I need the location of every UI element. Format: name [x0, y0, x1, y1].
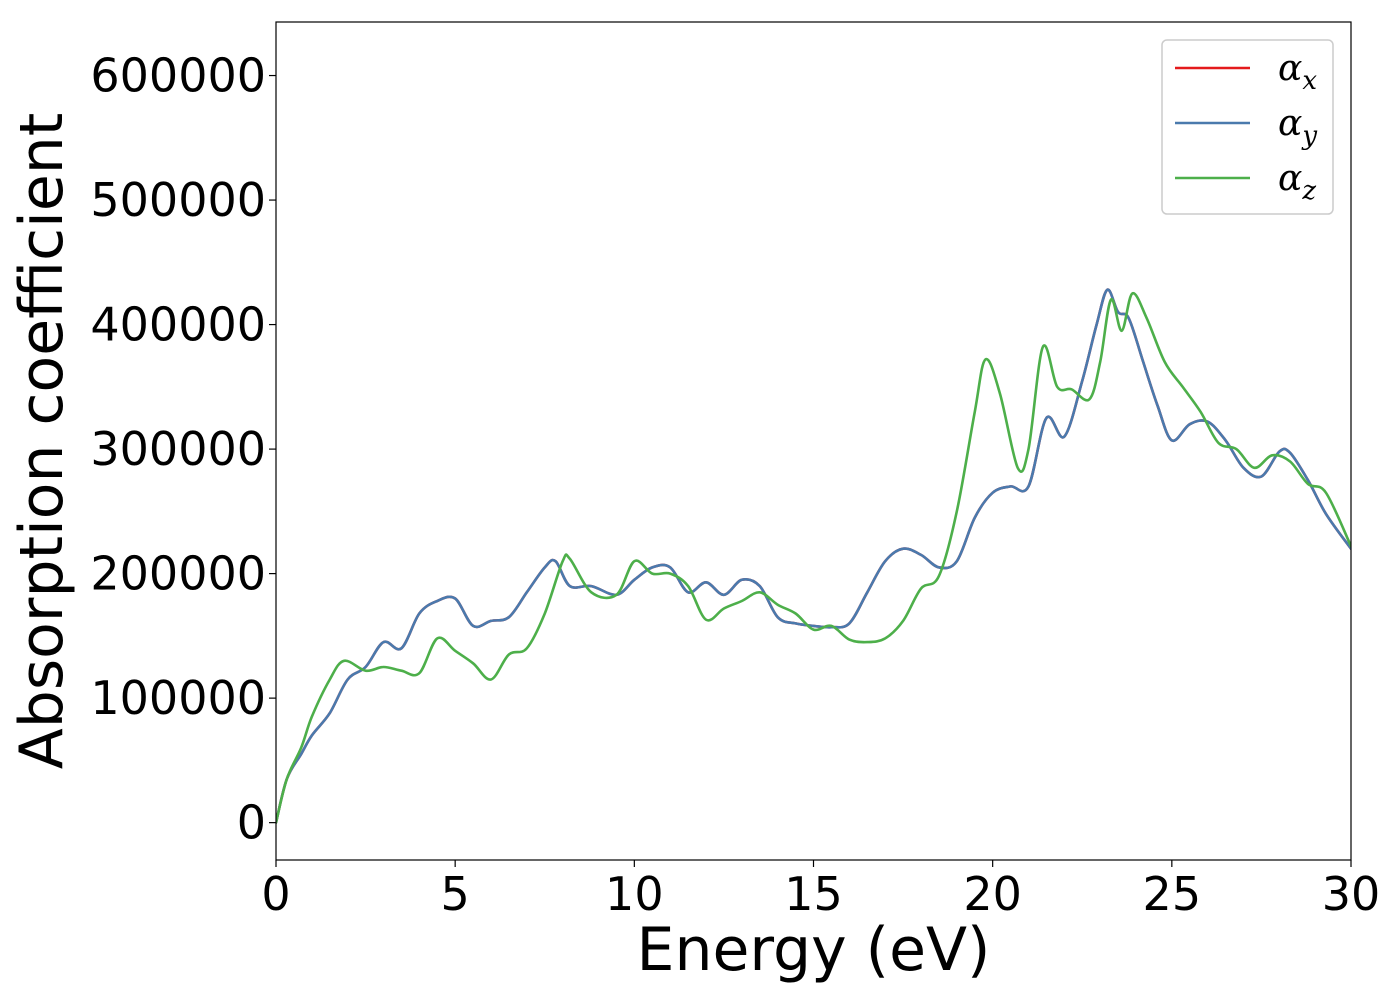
y-axis: 0 100000 200000 300000 400000 500000 600000 — [90, 49, 276, 850]
y-tick-label: 200000 — [90, 547, 266, 601]
series-line-alpha-z — [276, 292, 1351, 824]
y-tick-label: 400000 — [90, 298, 266, 352]
x-tick-label: 0 — [261, 867, 290, 921]
y-tick-label: 500000 — [90, 173, 266, 227]
y-axis-label: Absorption coefficient — [7, 113, 77, 770]
series-line-alpha-x — [276, 288, 1351, 824]
series-layer — [276, 288, 1351, 824]
x-tick-label: 15 — [784, 867, 843, 921]
series-line-alpha-y — [276, 288, 1351, 824]
x-axis-label: Energy (eV) — [637, 915, 991, 985]
x-tick-label: 5 — [441, 867, 470, 921]
y-tick-label: 0 — [237, 796, 266, 850]
x-axis: 0 5 10 15 20 25 30 — [261, 860, 1380, 921]
y-tick-label: 300000 — [90, 422, 266, 476]
x-tick-label: 30 — [1322, 867, 1381, 921]
legend-box — [1161, 39, 1334, 215]
x-tick-label: 10 — [605, 867, 664, 921]
x-tick-label: 20 — [963, 867, 1022, 921]
x-tick-label: 25 — [1143, 867, 1202, 921]
y-tick-label: 600000 — [90, 49, 266, 103]
y-tick-label: 100000 — [90, 671, 266, 725]
